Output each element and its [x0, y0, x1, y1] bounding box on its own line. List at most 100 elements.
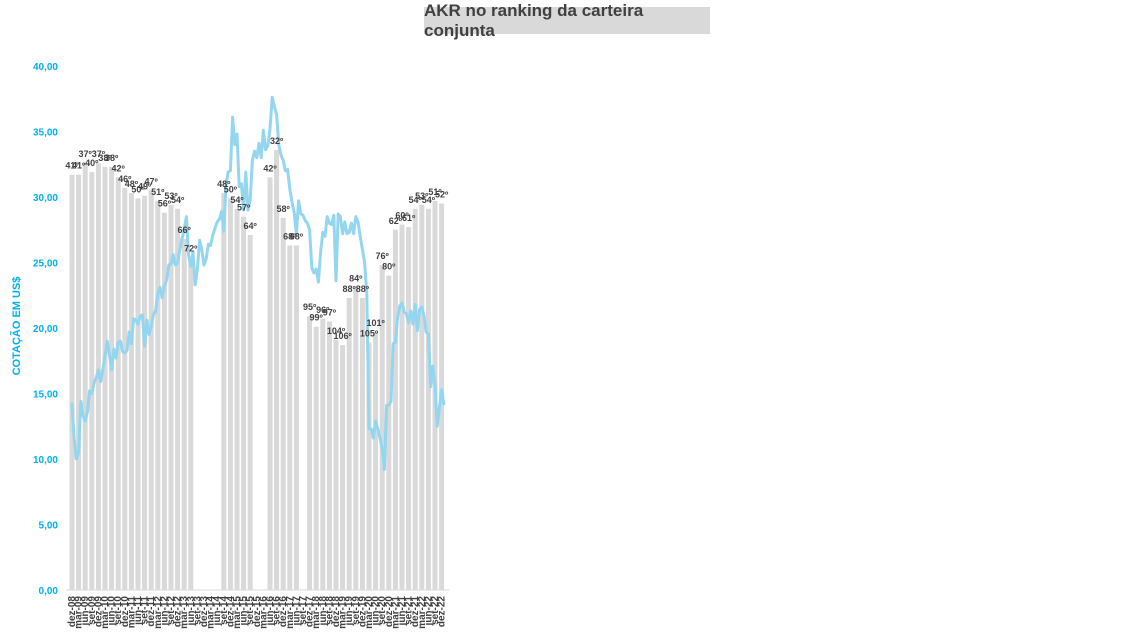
- x-tick-label: jun-21: [397, 596, 408, 627]
- ranking-bar: [168, 204, 174, 591]
- x-tick-label: set-11: [140, 596, 151, 625]
- rank-label: 38º: [105, 153, 119, 163]
- ranking-bar: [234, 208, 240, 591]
- ranking-bar: [109, 166, 115, 590]
- ranking-bar: [340, 345, 346, 590]
- ranking-bar: [313, 326, 319, 590]
- ranking-bar: [399, 224, 405, 590]
- ranking-bar: [155, 200, 161, 590]
- x-tick-label: dez-13: [199, 596, 210, 628]
- ranking-bar: [142, 195, 148, 590]
- y-tick-label: 15,00: [33, 390, 58, 401]
- rank-label: 42º: [112, 163, 126, 173]
- rank-label: 61º: [402, 213, 416, 223]
- rank-label: 40º: [85, 158, 99, 168]
- x-tick-label: dez-20: [384, 596, 395, 628]
- rank-label: 80º: [382, 262, 396, 272]
- x-tick-label: jun-12: [159, 596, 170, 627]
- rank-label: 48º: [217, 179, 231, 189]
- rank-label: 104º: [327, 326, 346, 336]
- rank-label: 51º: [428, 187, 442, 197]
- rank-label: 99º: [310, 313, 324, 323]
- x-tick-label: set-19: [351, 596, 362, 625]
- x-tick-label: dez-21: [410, 596, 421, 628]
- rank-label: 72º: [184, 243, 198, 253]
- rank-label: 56º: [158, 199, 172, 209]
- y-tick-label: 5,00: [39, 521, 59, 532]
- x-tick-label: mar-17: [285, 596, 296, 629]
- x-tick-label: dez-16: [278, 596, 289, 628]
- chart-title: AKR no ranking da carteira conjunta: [424, 1, 710, 40]
- x-tick-label: mar-15: [232, 596, 243, 629]
- x-tick-label: jun-09: [80, 596, 91, 627]
- ranking-bar: [274, 149, 280, 590]
- ranking-bar: [406, 227, 412, 590]
- ranking-bar: [425, 208, 431, 591]
- rank-label: 105º: [360, 328, 379, 338]
- rank-label: 60º: [395, 211, 409, 221]
- rank-label: 50º: [224, 184, 238, 194]
- rank-label: 51º: [151, 187, 165, 197]
- x-tick-label: mar-22: [417, 596, 428, 629]
- ranking-bar: [69, 174, 75, 591]
- x-tick-label: mar-11: [126, 596, 137, 629]
- ranking-bar: [373, 331, 379, 590]
- x-tick-label: mar-10: [100, 596, 111, 629]
- rank-label: 96º: [316, 305, 330, 315]
- rank-label: 101º: [366, 318, 385, 328]
- x-tick-label: set-09: [87, 596, 98, 625]
- ranking-bar: [392, 229, 398, 590]
- rank-label: 48º: [125, 179, 139, 189]
- ranking-bar: [379, 265, 385, 590]
- y-tick-label: 20,00: [33, 324, 58, 335]
- ranking-bar: [102, 166, 108, 590]
- rank-label: 88º: [356, 284, 370, 294]
- rank-label: 42º: [263, 163, 277, 173]
- x-tick-label: set-13: [192, 596, 203, 625]
- x-tick-label: dez-18: [331, 596, 342, 628]
- rank-label: 37º: [79, 149, 93, 159]
- rank-label: 95º: [303, 302, 317, 312]
- price-line: [70, 95, 446, 471]
- x-tick-label: jun-18: [318, 596, 329, 627]
- ranking-bar: [320, 318, 326, 590]
- x-tick-label: mar-12: [153, 596, 164, 629]
- x-tick-label: set-16: [272, 596, 283, 625]
- rank-label: 53º: [415, 191, 429, 201]
- y-tick-labels: 0,00 5,00 10,00 15,00 20,00 25,00 30,00 35,00 40…: [33, 62, 58, 597]
- ranking-bar: [366, 342, 372, 590]
- ranking-bar: [161, 212, 167, 590]
- ranking-bar: [175, 208, 181, 591]
- rank-label: 57º: [237, 203, 251, 213]
- rank-label: 68º: [283, 231, 297, 241]
- rank-label: 47º: [145, 176, 159, 186]
- ranking-bar: [82, 162, 88, 590]
- x-tick-label: set-14: [219, 596, 230, 625]
- x-tick-label: dez-22: [437, 596, 448, 628]
- rank-label: 58º: [277, 204, 291, 214]
- rank-label: 54º: [171, 195, 185, 205]
- y-tick-label: 40,00: [33, 62, 58, 73]
- ranking-bar: [227, 198, 233, 590]
- rank-label: 88º: [343, 284, 357, 294]
- x-tick-label: mar-18: [311, 596, 322, 629]
- ranking-bar: [386, 275, 392, 590]
- rank-label: 106º: [333, 331, 352, 341]
- rank-labels: 41º41º37º40º37º38º38º42º46º48º50º49º47º5…: [65, 136, 449, 341]
- ranking-bar: [307, 316, 313, 590]
- x-tick-labels: dez-08mar-09jun-09set-09dez-09mar-10jun-…: [67, 596, 448, 629]
- x-tick-label: dez-19: [357, 596, 368, 628]
- x-tick-label: set-10: [113, 596, 124, 625]
- x-tick-label: mar-21: [390, 596, 401, 629]
- ranking-bar: [419, 204, 425, 591]
- x-tick-label: mar-19: [338, 596, 349, 629]
- x-tick-label: mar-13: [179, 596, 190, 629]
- x-tick-label: set-18: [324, 596, 335, 625]
- x-tick-label: jun-10: [107, 596, 118, 627]
- y-tick-label: 25,00: [33, 259, 58, 270]
- rank-label: 53º: [164, 191, 178, 201]
- x-tick-label: mar-20: [364, 596, 375, 629]
- x-tick-label: set-22: [430, 596, 441, 625]
- x-tick-label: mar-16: [258, 596, 269, 629]
- x-tick-label: jun-16: [265, 596, 276, 627]
